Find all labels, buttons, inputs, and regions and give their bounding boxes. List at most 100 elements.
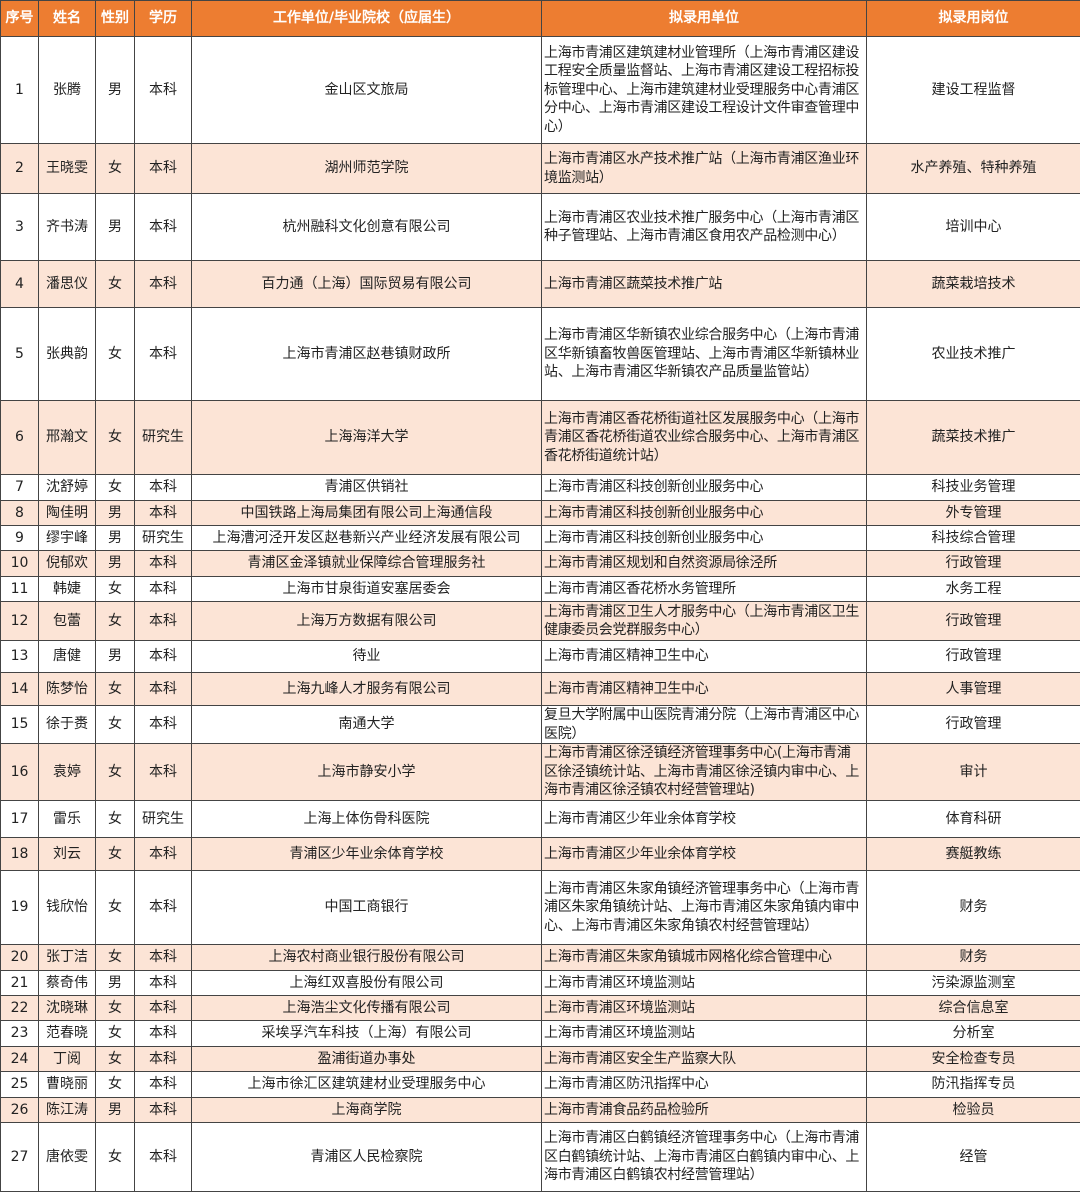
cell-name: 包蕾 <box>39 602 96 641</box>
cell-name: 刘云 <box>39 838 96 871</box>
cell-position: 分析室 <box>867 1021 1080 1047</box>
cell-index: 16 <box>1 744 39 801</box>
cell-education: 本科 <box>135 577 192 602</box>
cell-education: 本科 <box>135 673 192 706</box>
cell-index: 22 <box>1 996 39 1021</box>
header-hiring-unit: 拟录用单位 <box>542 1 867 37</box>
cell-position: 防汛指挥专员 <box>867 1072 1080 1098</box>
cell-position: 行政管理 <box>867 706 1080 744</box>
cell-name: 张典韵 <box>39 308 96 401</box>
cell-position: 污染源监测室 <box>867 971 1080 996</box>
cell-hiring-unit: 上海市青浦区朱家角镇城市网格化综合管理中心 <box>542 945 867 971</box>
cell-employer: 中国工商银行 <box>192 871 542 945</box>
cell-index: 27 <box>1 1123 39 1192</box>
cell-education: 本科 <box>135 551 192 577</box>
cell-name: 沈舒婷 <box>39 475 96 501</box>
cell-education: 本科 <box>135 996 192 1021</box>
cell-position: 行政管理 <box>867 641 1080 673</box>
cell-employer: 上海商学院 <box>192 1098 542 1123</box>
cell-employer: 中国铁路上海局集团有限公司上海通信段 <box>192 501 542 526</box>
cell-position: 行政管理 <box>867 602 1080 641</box>
cell-position: 人事管理 <box>867 673 1080 706</box>
cell-position: 财务 <box>867 871 1080 945</box>
cell-position: 水务工程 <box>867 577 1080 602</box>
cell-index: 7 <box>1 475 39 501</box>
cell-index: 14 <box>1 673 39 706</box>
cell-education: 本科 <box>135 838 192 871</box>
cell-hiring-unit: 上海市青浦区科技创新创业服务中心 <box>542 501 867 526</box>
cell-name: 丁阅 <box>39 1047 96 1072</box>
cell-position: 检验员 <box>867 1098 1080 1123</box>
cell-index: 11 <box>1 577 39 602</box>
cell-employer: 青浦区少年业余体育学校 <box>192 838 542 871</box>
cell-hiring-unit: 上海市青浦区规划和自然资源局徐泾所 <box>542 551 867 577</box>
cell-gender: 女 <box>96 1123 135 1192</box>
cell-education: 本科 <box>135 308 192 401</box>
cell-name: 齐书涛 <box>39 194 96 261</box>
cell-position: 农业技术推广 <box>867 308 1080 401</box>
cell-index: 21 <box>1 971 39 996</box>
cell-employer: 青浦区供销社 <box>192 475 542 501</box>
cell-index: 25 <box>1 1072 39 1098</box>
cell-gender: 女 <box>96 1021 135 1047</box>
cell-education: 本科 <box>135 1098 192 1123</box>
cell-name: 沈晓琳 <box>39 996 96 1021</box>
cell-gender: 女 <box>96 475 135 501</box>
cell-hiring-unit: 上海市青浦区精神卫生中心 <box>542 641 867 673</box>
cell-employer: 待业 <box>192 641 542 673</box>
cell-index: 10 <box>1 551 39 577</box>
cell-education: 研究生 <box>135 401 192 475</box>
cell-position: 行政管理 <box>867 551 1080 577</box>
cell-hiring-unit: 上海市青浦区环境监测站 <box>542 996 867 1021</box>
cell-hiring-unit: 上海市青浦区环境监测站 <box>542 1021 867 1047</box>
cell-hiring-unit: 上海市青浦区徐泾镇经济管理事务中心(上海市青浦区徐泾镇统计站、上海市青浦区徐泾镇… <box>542 744 867 801</box>
cell-education: 本科 <box>135 602 192 641</box>
cell-name: 韩婕 <box>39 577 96 602</box>
cell-employer: 青浦区金泽镇就业保障综合管理服务社 <box>192 551 542 577</box>
cell-education: 本科 <box>135 945 192 971</box>
cell-employer: 上海农村商业银行股份有限公司 <box>192 945 542 971</box>
cell-index: 19 <box>1 871 39 945</box>
cell-education: 本科 <box>135 971 192 996</box>
cell-gender: 女 <box>96 706 135 744</box>
cell-education: 本科 <box>135 261 192 308</box>
cell-hiring-unit: 上海市青浦区科技创新创业服务中心 <box>542 526 867 551</box>
cell-hiring-unit: 上海市青浦区少年业余体育学校 <box>542 801 867 838</box>
cell-employer: 青浦区人民检察院 <box>192 1123 542 1192</box>
header-index: 序号 <box>1 1 39 37</box>
cell-position: 审计 <box>867 744 1080 801</box>
cell-index: 15 <box>1 706 39 744</box>
cell-hiring-unit: 上海市青浦区朱家角镇经济管理事务中心（上海市青浦区朱家角镇统计站、上海市青浦区朱… <box>542 871 867 945</box>
cell-gender: 女 <box>96 308 135 401</box>
cell-employer: 金山区文旅局 <box>192 37 542 144</box>
cell-hiring-unit: 上海市青浦区香花桥街道社区发展服务中心（上海市青浦区香花桥街道农业综合服务中心、… <box>542 401 867 475</box>
cell-hiring-unit: 上海市青浦区白鹤镇经济管理事务中心（上海市青浦区白鹤镇统计站、上海市青浦区白鹤镇… <box>542 1123 867 1192</box>
cell-employer: 上海上体伤骨科医院 <box>192 801 542 838</box>
cell-gender: 女 <box>96 1047 135 1072</box>
cell-index: 5 <box>1 308 39 401</box>
cell-index: 26 <box>1 1098 39 1123</box>
cell-gender: 女 <box>96 996 135 1021</box>
cell-index: 13 <box>1 641 39 673</box>
cell-employer: 上海市徐汇区建筑建材业受理服务中心 <box>192 1072 542 1098</box>
cell-name: 邢瀚文 <box>39 401 96 475</box>
cell-gender: 女 <box>96 801 135 838</box>
cell-name: 张丁洁 <box>39 945 96 971</box>
cell-education: 本科 <box>135 37 192 144</box>
cell-gender: 女 <box>96 577 135 602</box>
